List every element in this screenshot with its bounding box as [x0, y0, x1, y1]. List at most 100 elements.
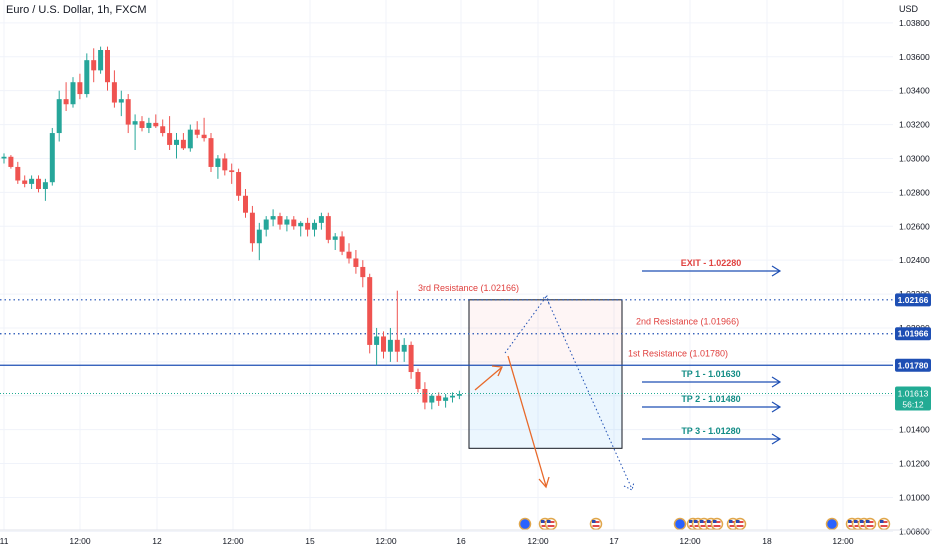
candle-body: [229, 170, 235, 173]
target-label: TP 3 - 1.01280: [681, 426, 740, 436]
candle-body: [387, 339, 393, 352]
projection-arrow: [474, 367, 502, 391]
candle-body: [408, 344, 414, 373]
flag-stripe: [880, 525, 888, 527]
candle-body: [160, 126, 166, 134]
flag-stripe: [541, 525, 549, 527]
candle-body: [22, 180, 28, 184]
flag-canton: [541, 520, 545, 523]
projection-arrow: [507, 355, 547, 487]
flag-stripe: [592, 525, 600, 527]
flag-stripe: [866, 525, 874, 527]
candle-body: [84, 60, 90, 95]
flag-canton: [729, 520, 733, 523]
projection-arrowhead: [491, 365, 503, 377]
candle-body: [243, 195, 248, 213]
x-tick-label: 18: [762, 536, 772, 546]
flag-stripe: [854, 521, 862, 523]
price-badge: [895, 293, 931, 307]
candle-body: [91, 60, 97, 71]
flag-stripe: [707, 521, 715, 523]
candle-body: [436, 395, 442, 401]
candle-body: [443, 397, 449, 401]
candle-body: [8, 156, 14, 167]
flag-stripe: [736, 525, 744, 527]
target-label: TP 2 - 1.01480: [681, 394, 740, 404]
flag-stripe: [729, 525, 737, 527]
flag-stripe: [547, 521, 555, 523]
flag-stripe: [547, 525, 555, 527]
flag-canton: [880, 520, 884, 523]
candle-body: [29, 178, 35, 184]
candle-body: [63, 99, 69, 105]
event-marker-icon: [673, 517, 687, 531]
level-label: 2nd Resistance (1.01966): [636, 317, 739, 327]
x-tick-label: 12:00: [69, 536, 91, 546]
candle-body: [42, 182, 48, 189]
level-label: 3rd Resistance (1.02166): [418, 283, 519, 293]
candle-body: [374, 336, 380, 345]
flag-canton: [547, 520, 551, 523]
candle-body: [139, 121, 145, 128]
x-tick-label: 15: [305, 536, 315, 546]
candle-body: [194, 129, 200, 135]
target-arrowhead: [771, 376, 782, 388]
y-tick-label: 1.03200: [899, 120, 930, 130]
candle-body: [381, 336, 386, 352]
currency-label: USD: [899, 4, 919, 14]
candle-body: [208, 138, 214, 167]
flag-canton: [592, 520, 596, 523]
flag-stripe: [848, 525, 856, 527]
target-arrowhead: [771, 433, 782, 445]
flag-stripe: [860, 521, 868, 523]
flag-stripe: [700, 521, 708, 523]
y-tick-label: 1.01000: [899, 492, 930, 502]
candle-body: [450, 395, 455, 398]
flag-canton: [694, 520, 698, 523]
flag-canton: [700, 520, 704, 523]
projection-arrowhead: [539, 295, 550, 305]
y-tick-label: 1.03600: [899, 52, 930, 62]
candle-body: [298, 222, 304, 227]
x-tick-label: 12:00: [832, 536, 854, 546]
countdown-text: 56:12: [902, 400, 924, 410]
candle-body: [360, 266, 366, 278]
price-badge-text: 1.01780: [898, 360, 929, 370]
zone-box: [469, 299, 622, 366]
candle-body: [56, 99, 62, 134]
candle-body: [346, 251, 352, 259]
y-tick-label: 1.02400: [899, 255, 930, 265]
candle-body: [422, 388, 428, 403]
candle-body: [318, 216, 324, 223]
candle-body: [325, 216, 331, 240]
projection-path: [504, 296, 633, 490]
x-tick-label: 17: [609, 536, 619, 546]
projection-arrowhead: [538, 476, 550, 489]
price-badge-text: 1.02166: [898, 295, 929, 305]
flag-canton: [848, 520, 852, 523]
candle-body: [263, 219, 269, 230]
chart-title: Euro / U.S. Dollar, 1h, FXCM: [6, 4, 147, 16]
y-tick-label: 1.01400: [899, 425, 930, 435]
x-tick-label: 16: [456, 536, 466, 546]
candle-body: [174, 139, 179, 145]
flag-canton: [713, 520, 717, 523]
y-tick-label: 1.02600: [899, 221, 930, 231]
candle-body: [291, 219, 297, 227]
target-label: EXIT - 1.02280: [681, 258, 742, 268]
flag-canton: [736, 520, 740, 523]
candle-body: [305, 222, 311, 230]
candle-body: [98, 50, 104, 71]
candle-body: [429, 395, 435, 403]
y-tick-label: 1.00800: [899, 526, 930, 536]
flag-stripe: [880, 521, 888, 523]
price-badge-text: 1.01966: [898, 329, 929, 339]
flag-stripe: [700, 525, 708, 527]
target-arrowhead: [771, 401, 782, 413]
candle-body: [312, 222, 317, 230]
candle-body: [49, 133, 55, 183]
candle-body: [222, 158, 228, 171]
candle-body: [77, 82, 83, 95]
flag-stripe: [854, 525, 862, 527]
